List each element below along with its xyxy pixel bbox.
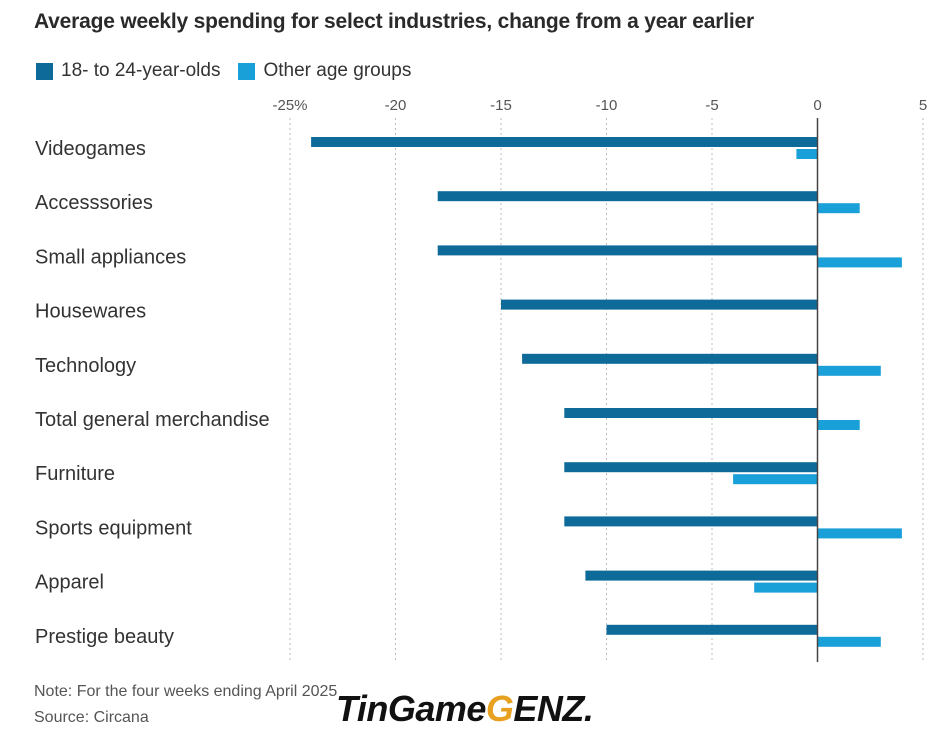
bar-18-24-9 — [606, 624, 818, 635]
legend-label-18-24: 18- to 24-year-olds — [61, 60, 221, 81]
chart-source: Source: Circana — [34, 709, 149, 726]
bar-other-2 — [817, 257, 902, 268]
chart-legend: 18- to 24-year-olds Other age groups — [36, 60, 429, 82]
category-label: Sports equipment — [35, 517, 192, 539]
category-label: Total general merchandise — [35, 409, 270, 431]
bar-18-24-3 — [501, 299, 818, 310]
bar-other-8 — [754, 582, 818, 593]
category-label: Small appliances — [35, 246, 186, 268]
x-tick-label: -10 — [596, 97, 618, 114]
category-label: Videogames — [35, 138, 146, 160]
x-tick-label: -15 — [490, 97, 512, 114]
bar-other-6 — [733, 474, 818, 485]
x-tick-label: -5 — [705, 97, 718, 114]
bar-18-24-8 — [585, 570, 818, 581]
bar-chart: -25% -20 -15 -10 -5 0 5 Videogames Accesssories S… — [35, 97, 927, 662]
bar-18-24-1 — [437, 191, 818, 202]
bar-18-24-2 — [437, 245, 818, 256]
category-label: Technology — [35, 355, 136, 377]
bar-other-7 — [817, 528, 902, 539]
bar-18-24-6 — [564, 462, 818, 473]
bar-18-24-4 — [522, 353, 818, 364]
bar-other-5 — [817, 420, 860, 430]
x-tick-label: -25% — [272, 97, 307, 114]
watermark-text-main: TinGame — [336, 688, 486, 729]
category-label: Accesssories — [35, 192, 153, 214]
bar-18-24-5 — [564, 408, 818, 418]
bar-18-24-0 — [311, 137, 818, 147]
x-tick-label: -20 — [385, 97, 407, 114]
category-label: Apparel — [35, 572, 104, 594]
bar-other-4 — [817, 365, 881, 376]
watermark-text-accent: G — [485, 688, 514, 729]
site-watermark-logo: TinGameGENZ. — [336, 688, 594, 730]
category-label: Housewares — [35, 301, 146, 323]
category-label: Furniture — [35, 463, 115, 485]
legend-label-other: Other age groups — [263, 60, 412, 81]
bar-other-1 — [817, 203, 860, 214]
bar-other-0 — [796, 149, 818, 159]
legend-item-other: Other age groups — [238, 60, 411, 82]
legend-swatch-other — [238, 62, 256, 80]
watermark-text-end: ENZ. — [513, 688, 594, 729]
chart-title: Average weekly spending for select indus… — [34, 10, 754, 33]
chart-note: Note: For the four weeks ending April 20… — [34, 683, 338, 700]
category-label: Prestige beauty — [35, 626, 174, 648]
legend-item-18-24: 18- to 24-year-olds — [36, 60, 220, 82]
bar-other-9 — [817, 636, 881, 647]
bar-18-24-7 — [564, 516, 818, 527]
x-tick-label: 5 — [919, 97, 927, 114]
legend-swatch-18-24 — [36, 62, 53, 80]
x-tick-label: 0 — [813, 97, 821, 114]
